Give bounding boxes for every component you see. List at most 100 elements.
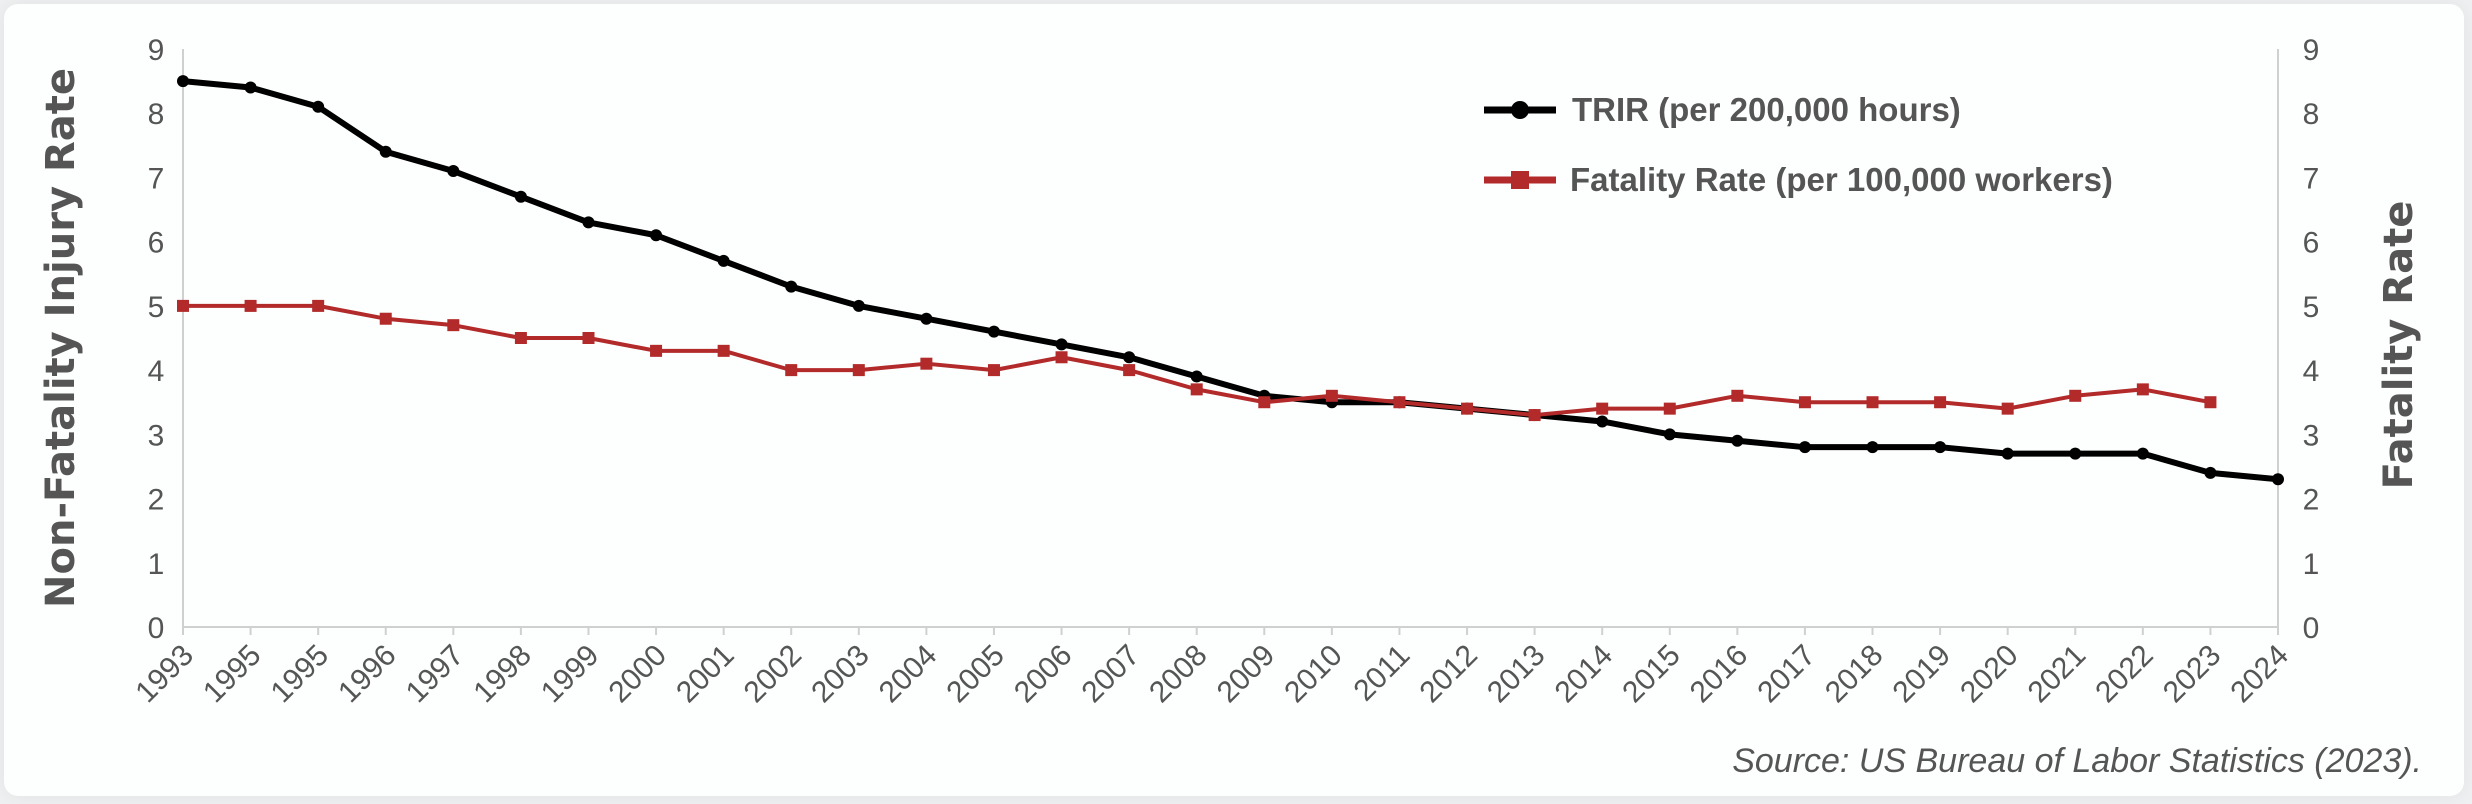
y2-tick-label: 5 (2303, 291, 2320, 324)
x-tick-label: 2008 (1143, 639, 1214, 710)
fatality-rate-point (379, 312, 392, 325)
y-tick-label: 5 (148, 291, 165, 324)
x-tick-label: 2021 (2022, 639, 2093, 710)
trir-point (177, 75, 189, 88)
fatality-rate-point (1798, 396, 1811, 409)
legend-trir-marker (1511, 101, 1529, 119)
x-tick-label: 2011 (1347, 639, 1416, 708)
fatality-rate-point (1123, 364, 1136, 377)
fatality-rate-point (1258, 396, 1271, 409)
y-tick-label: 4 (148, 355, 165, 388)
x-tick-label: 2018 (1819, 639, 1890, 710)
fatality-rate-point (920, 357, 933, 370)
trir-point (1934, 441, 1947, 454)
x-tick-label: 2022 (2089, 639, 2160, 710)
fatality-rate-point (2001, 402, 2014, 415)
x-tick-label: 2012 (1413, 639, 1484, 710)
x-tick-label: 1995 (197, 639, 268, 710)
fatality-rate-point (582, 332, 595, 344)
legend: TRIR (per 200,000 hours) Fatality Rate (… (1484, 91, 2113, 198)
trir-point (2272, 473, 2284, 486)
trir-point (852, 299, 865, 312)
fatality-rate-point (650, 344, 663, 357)
trir-point (379, 145, 392, 158)
y2-tick-label: 4 (2303, 355, 2320, 388)
x-tick-label: 2013 (1481, 639, 1552, 710)
fatality-rate-point (1866, 396, 1879, 409)
trir-point (514, 190, 527, 203)
trir-point (717, 254, 730, 267)
fatality-rate-point (785, 364, 798, 377)
y2-tick-label: 6 (2303, 227, 2320, 260)
trir-point (1663, 428, 1676, 441)
fatality-rate-point (2204, 396, 2217, 409)
y-axis-label: Non-Fatality Injury Rate (38, 68, 84, 608)
x-tick-label: 2001 (670, 639, 741, 710)
x-tick-label: 2020 (1954, 639, 2025, 710)
x-tick-label: 2023 (2157, 639, 2228, 710)
x-tick-label: 1997 (400, 639, 471, 710)
axes: 0 01 12 23 34 45 56 67 78 89 919931995199519961997… (129, 34, 2319, 709)
y2-tick-label: 1 (2303, 548, 2320, 581)
x-tick-label: 1996 (332, 639, 403, 710)
fatality-rate-point (1055, 351, 1068, 364)
y2-tick-label: 7 (2303, 162, 2320, 195)
fatality-rate-point (177, 299, 189, 312)
fatality-rate-point (1461, 402, 1474, 415)
y-tick-label: 0 (148, 612, 165, 645)
trir-point (447, 165, 460, 178)
trir-point (1123, 351, 1136, 364)
trir-point (312, 100, 325, 113)
y2-tick-label: 0 (2303, 612, 2320, 645)
trir-point (1055, 338, 1068, 351)
x-tick-label: 2006 (1008, 639, 1079, 710)
legend-trir-label: TRIR (per 200,000 hours) (1572, 91, 1961, 128)
y2-tick-label: 8 (2303, 98, 2320, 131)
x-tick-label: 2016 (1684, 639, 1755, 710)
x-tick-label: 2024 (2224, 639, 2295, 710)
y-tick-label: 8 (148, 98, 165, 131)
series-lines (177, 75, 2284, 486)
trir-point (1731, 434, 1744, 447)
x-tick-label: 2014 (1549, 639, 1620, 710)
fatality-rate-point (1393, 396, 1406, 409)
x-tick-label: 1999 (535, 639, 606, 710)
fatality-rate-point (1596, 402, 1609, 415)
fatality-rate-point (1934, 396, 1947, 409)
y-tick-label: 6 (148, 227, 165, 260)
fatality-rate-point (2136, 383, 2149, 396)
x-tick-label: 2000 (602, 639, 673, 710)
x-tick-label: 1995 (265, 639, 336, 710)
x-tick-label: 2017 (1751, 639, 1822, 710)
trir-point (244, 81, 257, 94)
fatality-rate-point (1731, 389, 1744, 402)
fatality-rate-point (447, 319, 460, 332)
fatality-rate-point (1663, 402, 1676, 415)
fatality-rate-point (852, 364, 865, 377)
trir-point (1866, 441, 1879, 454)
fatality-rate-point (987, 364, 1000, 377)
y2-axis-label: Fatality Rate (2376, 201, 2422, 490)
x-tick-label: 2019 (1887, 639, 1958, 710)
fatality-rate-point (1325, 389, 1338, 402)
y-tick-label: 9 (148, 34, 165, 67)
fatality-rate-point (244, 299, 257, 312)
y2-tick-label: 9 (2303, 34, 2320, 67)
trir-point (2136, 447, 2149, 460)
x-tick-label: 2004 (873, 639, 944, 710)
y-tick-label: 7 (148, 162, 165, 195)
fatality-rate-point (2069, 389, 2082, 402)
trir-point (1596, 415, 1609, 428)
fatality-rate-point (514, 332, 527, 344)
fatality-rate-point (312, 299, 325, 312)
y2-tick-label: 2 (2303, 484, 2320, 517)
trir-point (1798, 441, 1811, 454)
fatality-rate-point (717, 344, 730, 357)
series-line-fatality-rate (183, 303, 2211, 418)
x-tick-label: 2007 (1076, 639, 1147, 710)
series-line-trir (182, 78, 2279, 483)
fatality-rate-point (1528, 409, 1541, 422)
source-note: Source: US Bureau of Labor Statistics (2… (1732, 742, 2422, 780)
legend-fatality-marker (1511, 171, 1529, 189)
